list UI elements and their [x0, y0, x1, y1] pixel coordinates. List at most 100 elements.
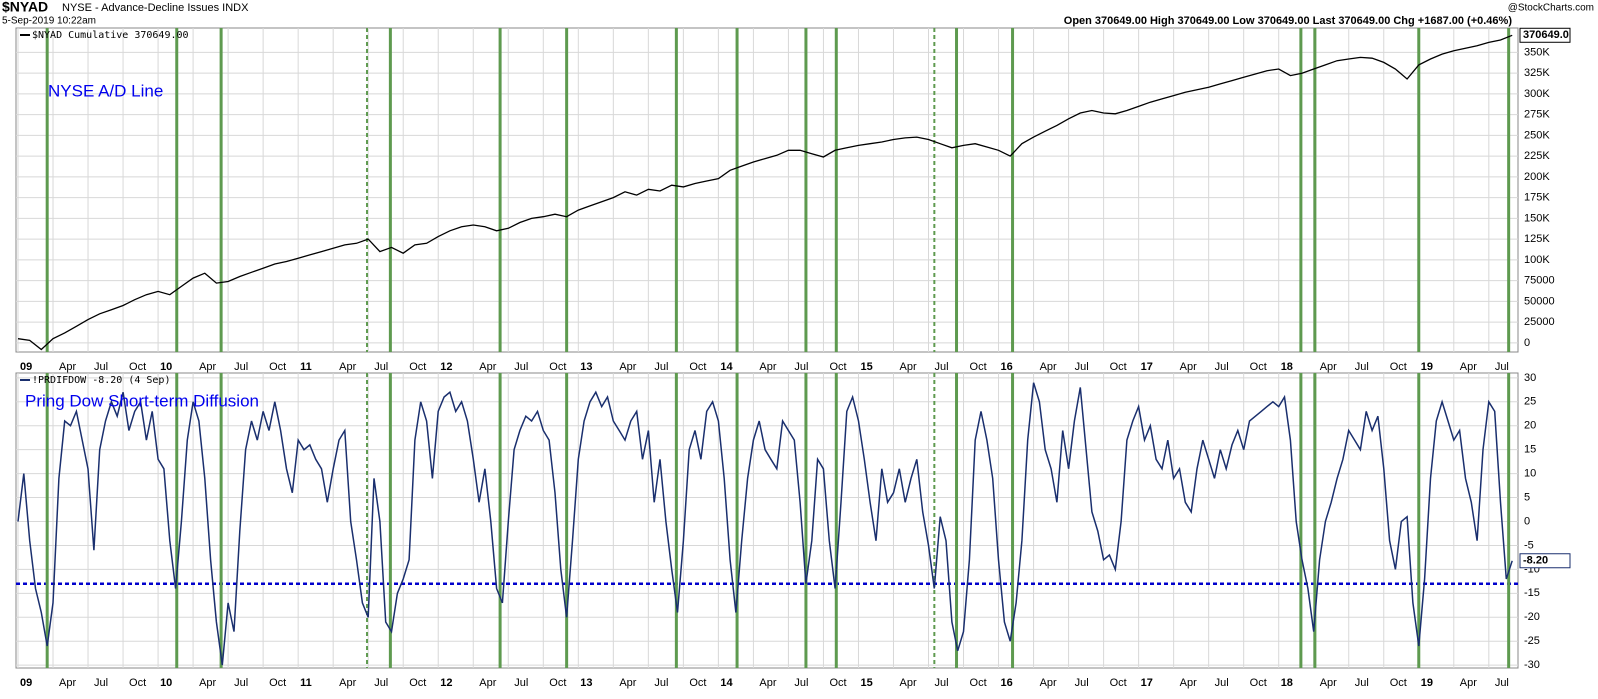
x-tick-label: Jul [94, 677, 108, 689]
x-tick-label: 11 [300, 361, 312, 373]
x-tick-label: Apr [339, 361, 356, 373]
x-tick-label: Jul [234, 361, 248, 373]
y-tick-label: 30 [1524, 372, 1536, 384]
x-tick-label: Oct [689, 677, 706, 689]
x-tick-label: 17 [1141, 361, 1153, 373]
y-tick-label: 25 [1524, 396, 1536, 408]
x-tick-label: 09 [20, 361, 32, 373]
x-tick-label: Jul [1075, 361, 1089, 373]
y-tick-label: 300K [1524, 88, 1550, 100]
x-tick-label: Jul [374, 361, 388, 373]
x-tick-label: Apr [1180, 677, 1197, 689]
y-tick-label: 100K [1524, 254, 1550, 266]
x-tick-label: Jul [1075, 677, 1089, 689]
x-tick-label: Apr [59, 361, 76, 373]
y-tick-label: 275K [1524, 109, 1550, 121]
y-tick-label: 20 [1524, 420, 1536, 432]
last-value-label: 370649.0 [1523, 29, 1569, 41]
x-tick-label: 13 [580, 361, 592, 373]
y-tick-label: -30 [1524, 659, 1540, 671]
x-tick-label: Jul [935, 677, 949, 689]
x-tick-label: Apr [1040, 361, 1057, 373]
legend-label: !PRDIFDOW -8.20 (4 Sep) [32, 375, 170, 386]
x-tick-label: 13 [580, 677, 592, 689]
x-tick-label: Jul [1215, 361, 1229, 373]
x-tick-label: Apr [1180, 361, 1197, 373]
y-tick-label: 175K [1524, 192, 1550, 204]
x-tick-label: 18 [1281, 677, 1293, 689]
x-tick-label: Apr [199, 677, 216, 689]
x-tick-label: Oct [689, 361, 706, 373]
x-tick-label: 19 [1421, 677, 1433, 689]
x-tick-label: 14 [720, 677, 733, 689]
x-tick-label: Jul [1355, 361, 1369, 373]
y-tick-label: 225K [1524, 150, 1550, 162]
x-tick-label: Apr [619, 361, 636, 373]
x-tick-label: Oct [549, 677, 566, 689]
x-tick-label: Oct [1390, 361, 1407, 373]
last-value-label: -8.20 [1523, 555, 1548, 567]
x-tick-label: Oct [829, 677, 846, 689]
x-tick-label: Oct [1250, 361, 1267, 373]
x-tick-label: Oct [1390, 677, 1407, 689]
y-tick-label: -15 [1524, 587, 1540, 599]
x-tick-label: Oct [409, 677, 426, 689]
x-tick-label: Jul [794, 361, 808, 373]
annotation: Pring Dow Short-term Diffusion [25, 391, 259, 410]
x-tick-label: Apr [199, 361, 216, 373]
y-tick-label: 50000 [1524, 295, 1555, 307]
x-tick-label: 18 [1281, 361, 1293, 373]
y-tick-label: -5 [1524, 539, 1534, 551]
y-tick-label: 125K [1524, 233, 1550, 245]
x-tick-label: Apr [619, 677, 636, 689]
x-tick-label: Apr [759, 677, 776, 689]
x-tick-label: Apr [899, 677, 916, 689]
x-tick-label: Apr [1320, 361, 1337, 373]
x-tick-label: Jul [1495, 361, 1509, 373]
x-tick-label: Oct [1110, 361, 1127, 373]
legend-label: $NYAD Cumulative 370649.00 [32, 30, 189, 41]
x-tick-label: 09 [20, 677, 32, 689]
x-tick-label: 16 [1001, 677, 1013, 689]
x-tick-label: Jul [794, 677, 808, 689]
x-tick-label: 15 [860, 677, 872, 689]
x-tick-label: Jul [514, 677, 528, 689]
y-tick-label: 250K [1524, 129, 1550, 141]
x-tick-label: 12 [440, 361, 452, 373]
data-line [17, 34, 1513, 351]
x-tick-label: Jul [1355, 677, 1369, 689]
x-tick-label: Jul [1495, 677, 1509, 689]
y-tick-label: 325K [1524, 67, 1550, 79]
instrument-name: NYSE - Advance-Decline Issues INDX [62, 2, 249, 14]
last-value-tag [1519, 553, 1571, 569]
x-tick-label: Oct [269, 361, 286, 373]
x-tick-label: Oct [970, 361, 987, 373]
x-tick-label: Oct [129, 361, 146, 373]
quote: Open 370649.00 High 370649.00 Low 370649… [1064, 15, 1513, 27]
x-tick-label: 17 [1141, 677, 1153, 689]
y-tick-label: 5 [1524, 491, 1530, 503]
x-tick-label: 10 [160, 361, 172, 373]
x-tick-label: 15 [860, 361, 872, 373]
x-tick-label: Apr [899, 361, 916, 373]
x-tick-label: Jul [514, 361, 528, 373]
x-tick-label: Oct [970, 677, 987, 689]
x-tick-label: Oct [1110, 677, 1127, 689]
x-tick-label: Oct [549, 361, 566, 373]
x-tick-label: Jul [374, 677, 388, 689]
x-tick-label: Apr [1320, 677, 1337, 689]
y-tick-label: -25 [1524, 635, 1540, 647]
y-tick-label: 75000 [1524, 275, 1555, 287]
last-value-tag [1519, 27, 1571, 43]
y-tick-label: 0 [1524, 337, 1530, 349]
x-tick-label: Jul [1215, 677, 1229, 689]
x-tick-label: 12 [440, 677, 452, 689]
symbol: $NYAD [2, 0, 48, 15]
source: @StockCharts.com [1508, 3, 1594, 14]
x-tick-label: Jul [234, 677, 248, 689]
x-tick-label: Apr [479, 677, 496, 689]
x-tick-label: 10 [160, 677, 172, 689]
x-tick-label: 11 [300, 677, 312, 689]
x-tick-label: Apr [759, 361, 776, 373]
